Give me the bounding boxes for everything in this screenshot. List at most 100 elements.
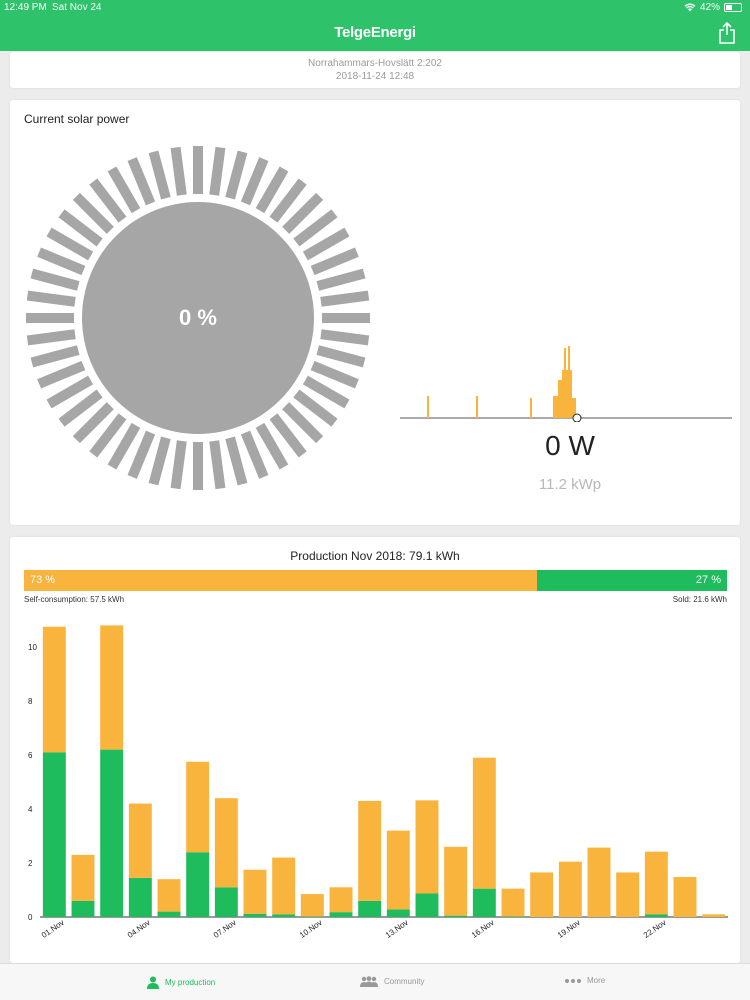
bar-self-consumption [587, 847, 611, 917]
consumption-split-bar: 73 % 27 % [24, 570, 727, 591]
x-tick-label: 04.Nov [126, 918, 152, 940]
bar-self-consumption [444, 846, 468, 916]
bar-sold [472, 888, 496, 917]
status-right: 42% [684, 2, 742, 13]
bar-sold [100, 749, 124, 917]
battery-percent: 42% [699, 2, 720, 13]
gauge-tick [107, 166, 141, 214]
location-timestamp: 2018-11-24 12:48 [335, 71, 415, 82]
bar-self-consumption [128, 803, 152, 878]
solar-gauge: 0 % [26, 146, 370, 490]
x-tick-label: 16.Nov [470, 918, 496, 940]
bar-self-consumption [186, 761, 210, 853]
tab-community[interactable]: Community [360, 976, 424, 987]
y-tick-label: 10 [28, 643, 37, 652]
battery-icon [724, 3, 742, 12]
gauge-tick [46, 227, 94, 261]
bar-self-consumption [214, 798, 238, 888]
status-time: 12:49 PM [4, 2, 47, 13]
x-tick-label: 13.Nov [384, 918, 410, 940]
bar-self-consumption [329, 887, 353, 913]
bar-self-consumption [100, 625, 124, 750]
split-labels: Self-consumption: 57.5 kWh Sold: 21.6 kW… [24, 595, 727, 607]
gauge-tick [293, 389, 338, 427]
production-title: Production Nov 2018: 79.1 kWh [290, 549, 460, 563]
gauge-tick [209, 440, 226, 490]
status-bar: 12:49 PM Sat Nov 24 42% [0, 2, 750, 16]
tab-my-production[interactable]: My production [147, 976, 215, 989]
gauge-tick [282, 402, 324, 444]
sold-label: Sold: 21.6 kWh [672, 595, 727, 604]
bar-sold [444, 915, 468, 917]
bar-self-consumption [386, 830, 410, 910]
bar-self-consumption [501, 888, 525, 917]
person-icon [147, 976, 159, 989]
gauge-tick [240, 430, 269, 479]
current-power: 0 W [545, 430, 595, 461]
gauge-tick [30, 345, 80, 368]
gauge-tick [225, 436, 248, 486]
bar-sold [329, 912, 353, 917]
bar-self-consumption [472, 757, 496, 889]
tab-more[interactable]: More [565, 976, 605, 985]
wifi-icon [684, 3, 696, 12]
power-sparkline [400, 346, 732, 422]
location-card: Norrahammars-Hovslätt 2:202 2018-11-24 1… [10, 52, 740, 88]
top-bar: 12:49 PM Sat Nov 24 42% TelgeEnergi [0, 0, 750, 51]
bar-sold [644, 914, 668, 917]
bar-self-consumption [272, 857, 296, 915]
x-tick-label: 19.Nov [556, 918, 582, 940]
solar-title: Current solar power [24, 112, 130, 126]
bar-self-consumption [673, 877, 697, 917]
gauge-tick [37, 247, 86, 276]
y-tick-label: 4 [28, 805, 33, 814]
gauge-tick [107, 422, 141, 470]
gauge-tick [72, 402, 114, 444]
gauge-disc [82, 202, 314, 434]
gauge-percent: 0 % [179, 305, 217, 330]
x-tick-label: 22.Nov [642, 918, 668, 940]
gauge-tick [302, 227, 350, 261]
sold-share: 27 % [537, 570, 727, 591]
installed-capacity: 11.2 kWp [538, 476, 602, 493]
gauge-tick [58, 389, 103, 427]
tab-bar: My production Community More [0, 963, 750, 1000]
gauge-tick [316, 345, 366, 368]
gauge-tick [269, 178, 307, 223]
daily-production-chart: 0 2 4 6 8 10 01.Nov 04.Nov 07.Nov 10.Nov 13.Nov 16.… [28, 625, 728, 940]
gauge-tick [148, 150, 171, 200]
bar-sold [243, 913, 267, 917]
bar-self-consumption [243, 869, 267, 914]
share-icon[interactable] [718, 22, 736, 44]
bar-sold [501, 916, 525, 917]
gauge-tick [30, 268, 80, 291]
x-tick-label: 01.Nov [40, 918, 66, 940]
gauge-tick [269, 413, 307, 458]
gauge-tick [89, 178, 127, 223]
gauge-tick [58, 209, 103, 247]
bar-self-consumption [702, 914, 726, 917]
gauge-tick [26, 290, 76, 307]
bar-self-consumption [558, 861, 582, 917]
bar-sold [214, 887, 238, 917]
gauge-tick [320, 329, 370, 346]
bar-sold [128, 877, 152, 917]
bar-self-consumption [71, 854, 95, 901]
bar-sold [272, 914, 296, 917]
bar-sold [300, 916, 324, 917]
y-tick-label: 0 [28, 913, 33, 922]
gauge-tick [148, 436, 171, 486]
bar-self-consumption [644, 851, 668, 915]
x-tick-label: 07.Nov [212, 918, 238, 940]
gauge-tick [240, 157, 269, 206]
gauge-tick [310, 247, 359, 276]
gauge-tick [320, 290, 370, 307]
bar-self-consumption [358, 800, 382, 901]
gauge-tick [293, 209, 338, 247]
bar-sold [186, 852, 210, 917]
tab-label-community: Community [384, 977, 425, 986]
bar-self-consumption [616, 872, 640, 917]
gauge-tick [209, 146, 226, 196]
self-consumption-label: Self-consumption: 57.5 kWh [24, 595, 125, 604]
bar-sold [157, 911, 181, 917]
